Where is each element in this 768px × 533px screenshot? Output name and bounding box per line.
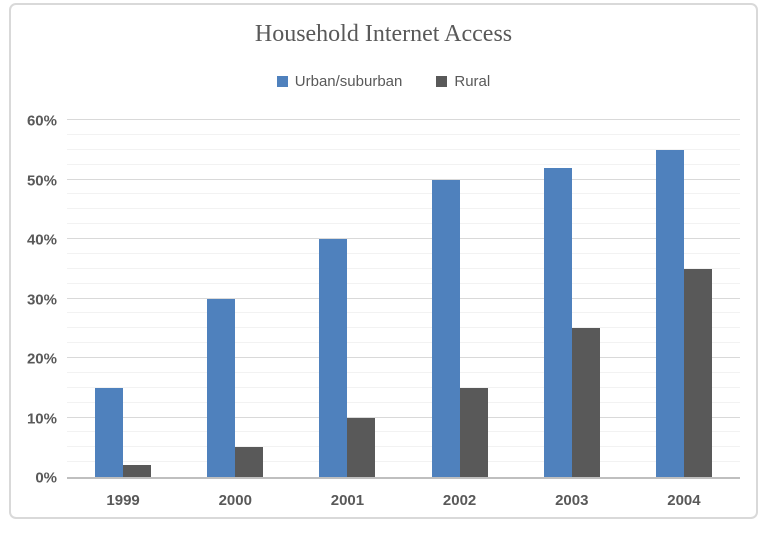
minor-gridline [67,252,740,254]
major-gridline [67,297,740,299]
x-tick-label-2003: 2003 [555,492,589,509]
bar-group-2001 [291,120,403,477]
major-gridline [67,238,740,239]
bar-urban-suburban-2004 [655,149,684,477]
minor-gridline [67,342,740,344]
bar-groups [67,120,740,477]
major-gridline [67,119,740,120]
legend-swatch-rural-icon [436,75,448,87]
bar-group-2004 [628,120,740,477]
x-axis: 1999 2000 2001 2002 2003 2004 [67,479,740,510]
minor-gridline [67,327,740,329]
minor-gridline [67,371,740,373]
minor-gridline [67,461,740,463]
minor-gridline [67,223,740,225]
legend-swatch-urban-icon [276,75,288,87]
minor-gridline [67,133,740,135]
minor-gridline [67,163,740,165]
bar-rural-2003 [571,328,600,477]
y-tick-label: 40% [26,231,57,249]
bar-urban-suburban-2003 [543,167,572,477]
bar-urban-suburban-2002 [431,179,460,477]
y-tick-label: 50% [26,172,57,189]
bar-rural-2000 [235,447,264,477]
legend-label-urban: Urban/suburban [294,72,403,90]
bar-rural-1999 [123,465,152,477]
chart-frame: Household Internet Access Urban/suburban… [9,3,758,519]
bar-urban-suburban-1999 [95,387,124,477]
major-gridline [67,357,740,358]
y-tick-label: 10% [26,410,57,428]
major-gridline [67,416,740,418]
minor-gridline [67,267,740,269]
x-tick-label-2004: 2004 [667,492,701,509]
chart-title: Household Internet Access [254,21,513,47]
legend-item-rural: Rural [436,73,490,90]
x-tick-label-2000: 2000 [218,492,252,509]
y-tick-label: 0% [35,469,57,487]
major-gridline [67,178,740,180]
minor-gridline [67,148,740,150]
minor-gridline [67,208,740,210]
bar-group-2002 [404,120,516,477]
bar-rural-2004 [683,268,712,477]
bar-urban-suburban-2000 [207,298,236,477]
bar-urban-suburban-2001 [319,239,348,477]
plot-wrap: 0% 10% 20% 30% 40% 50% 60% 1999 2000 2001 2002 200… [27,114,740,510]
minor-gridline [67,431,740,433]
x-tick-label-1999: 1999 [106,492,140,509]
y-tick-label: 60% [26,112,57,130]
minor-gridline [67,386,740,388]
x-tick-label-2002: 2002 [442,492,477,509]
x-tick-label-2001: 2001 [330,492,365,509]
bar-rural-2001 [347,417,376,477]
legend: Urban/suburban Rural [11,72,756,90]
minor-gridline [67,401,740,403]
y-tick-label: 30% [26,291,57,308]
legend-label-rural: Rural [454,72,491,90]
bar-group-2000 [179,120,291,477]
bar-group-1999 [67,120,179,477]
minor-gridline [67,312,740,314]
minor-gridline [67,193,740,195]
y-tick-label: 20% [26,350,57,368]
minor-gridline [67,282,740,284]
bar-group-2003 [516,120,628,477]
minor-gridline [67,446,740,448]
legend-item-urban: Urban/suburban [276,72,403,90]
bar-rural-2002 [459,387,488,477]
plot-area: 0% 10% 20% 30% 40% 50% 60% [27,114,740,486]
